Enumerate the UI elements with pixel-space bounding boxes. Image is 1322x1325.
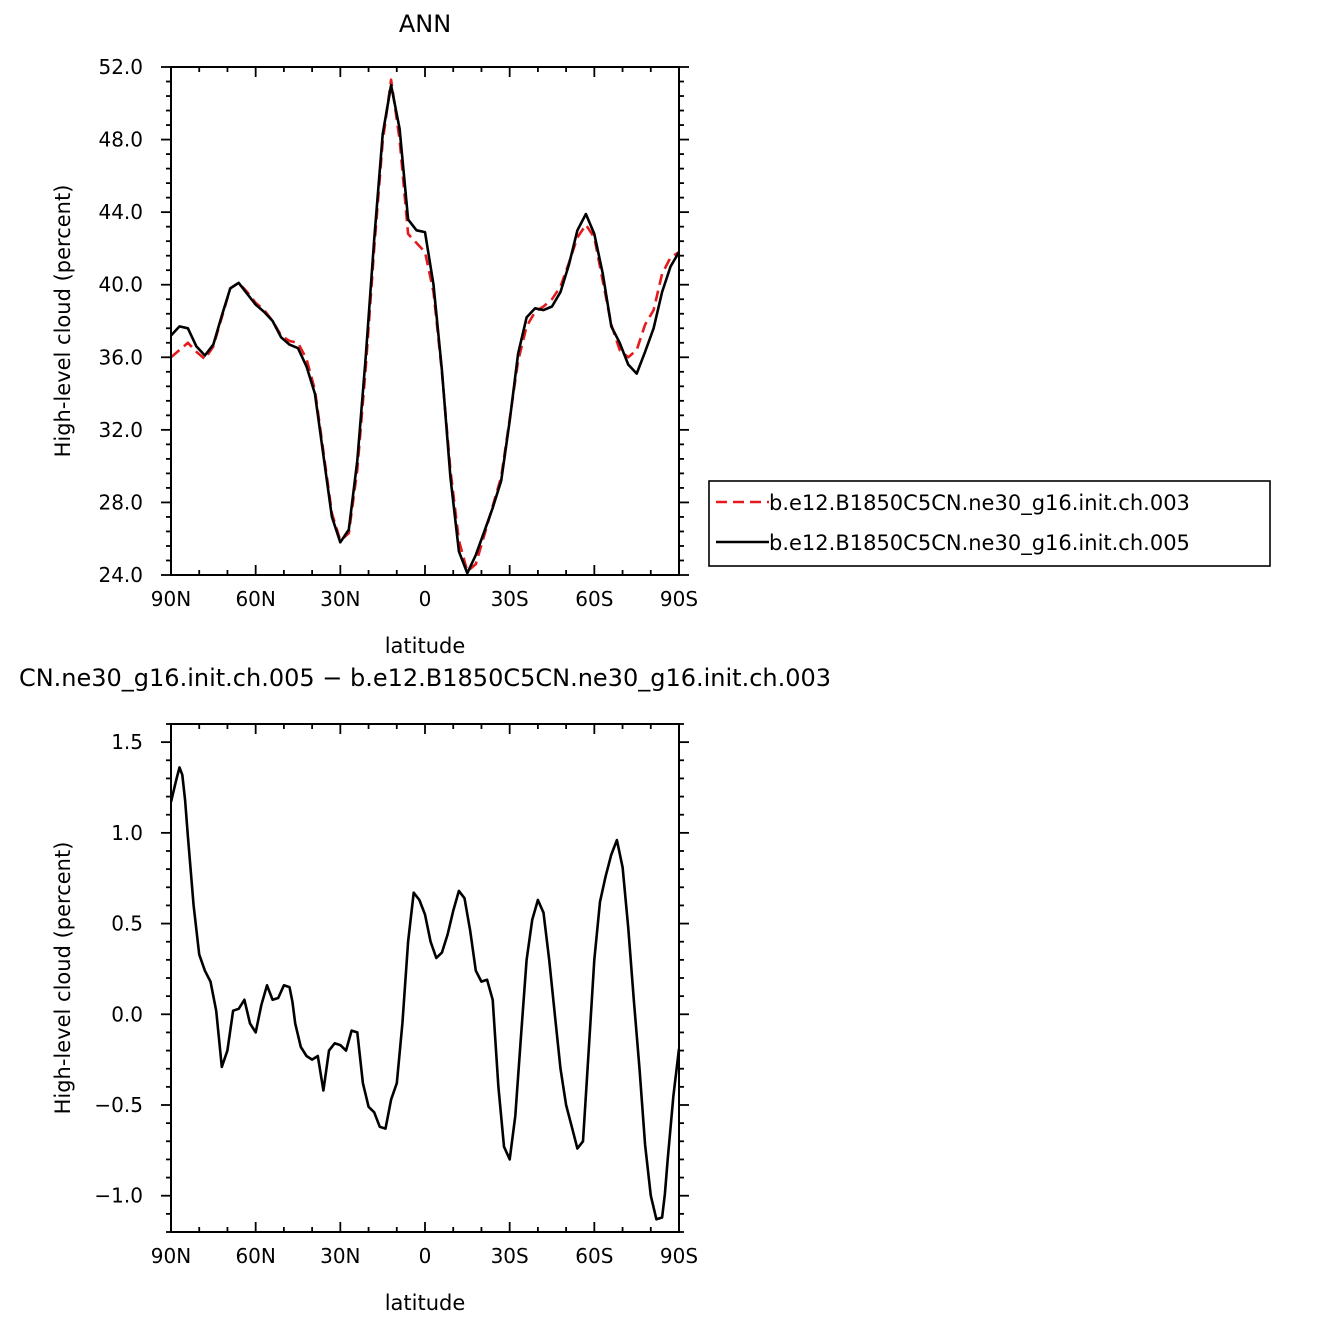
- y-tick-label: 24.0: [98, 563, 143, 587]
- plot-frame: [170, 723, 680, 1233]
- legend-box: [708, 480, 1271, 567]
- y-tick-label: 0.5: [111, 912, 143, 936]
- x-tick-label: 30N: [320, 1244, 360, 1268]
- x-tick-label: 60N: [235, 1244, 275, 1268]
- x-tick-label: 30N: [320, 587, 360, 611]
- x-tick-label: 0: [419, 1244, 432, 1268]
- x-tick-label: 60S: [575, 587, 613, 611]
- bottom-panel: CN.ne30_g16.init.ch.005 − b.e12.B1850C5C…: [19, 664, 831, 1315]
- chart-title: ANN: [399, 10, 451, 38]
- y-tick-label: 32.0: [98, 418, 143, 442]
- y-axis-label: High-level cloud (percent): [51, 842, 75, 1115]
- series-line-0: [171, 78, 679, 573]
- y-tick-label: 52.0: [98, 55, 143, 79]
- x-tick-label: 30S: [491, 1244, 529, 1268]
- plot-frame: [170, 66, 680, 576]
- y-axis-label: High-level cloud (percent): [51, 185, 75, 458]
- legend-label-1: b.e12.B1850C5CN.ne30_g16.init.ch.005: [769, 531, 1190, 556]
- series-line-0: [171, 766, 679, 1221]
- x-tick-label: 90S: [660, 587, 698, 611]
- y-tick-label: −0.5: [94, 1093, 143, 1117]
- legend-label-0: b.e12.B1850C5CN.ne30_g16.init.ch.003: [769, 491, 1190, 516]
- x-tick-label: 90N: [151, 587, 191, 611]
- top-panel: ANN 90N 60N 30N 0 30S 60S 90S 24.0 28.0 32.0 36.0 40…: [51, 10, 1271, 658]
- x-axis-label: latitude: [385, 634, 466, 658]
- x-tick-label: 90N: [151, 1244, 191, 1268]
- x-axis-label: latitude: [385, 1291, 466, 1315]
- x-tick-label: 30S: [491, 587, 529, 611]
- x-tick-label: 0: [419, 587, 432, 611]
- x-tick-label: 90S: [660, 1244, 698, 1268]
- y-tick-label: 1.5: [111, 730, 143, 754]
- y-tick-label: 0.0: [111, 1002, 143, 1026]
- y-tick-label: −1.0: [94, 1184, 143, 1208]
- y-tick-label: 40.0: [98, 273, 143, 297]
- y-tick-label: 44.0: [98, 200, 143, 224]
- chart-title: CN.ne30_g16.init.ch.005 − b.e12.B1850C5C…: [19, 664, 831, 692]
- x-tick-label: 60N: [235, 587, 275, 611]
- y-tick-label: 48.0: [98, 128, 143, 152]
- legend: b.e12.B1850C5CN.ne30_g16.init.ch.003 b.e1…: [708, 480, 1271, 567]
- x-tick-label: 60S: [575, 1244, 613, 1268]
- y-tick-label: 1.0: [111, 821, 143, 845]
- y-tick-label: 36.0: [98, 345, 143, 369]
- y-tick-label: 28.0: [98, 490, 143, 514]
- series-line-1: [171, 83, 679, 575]
